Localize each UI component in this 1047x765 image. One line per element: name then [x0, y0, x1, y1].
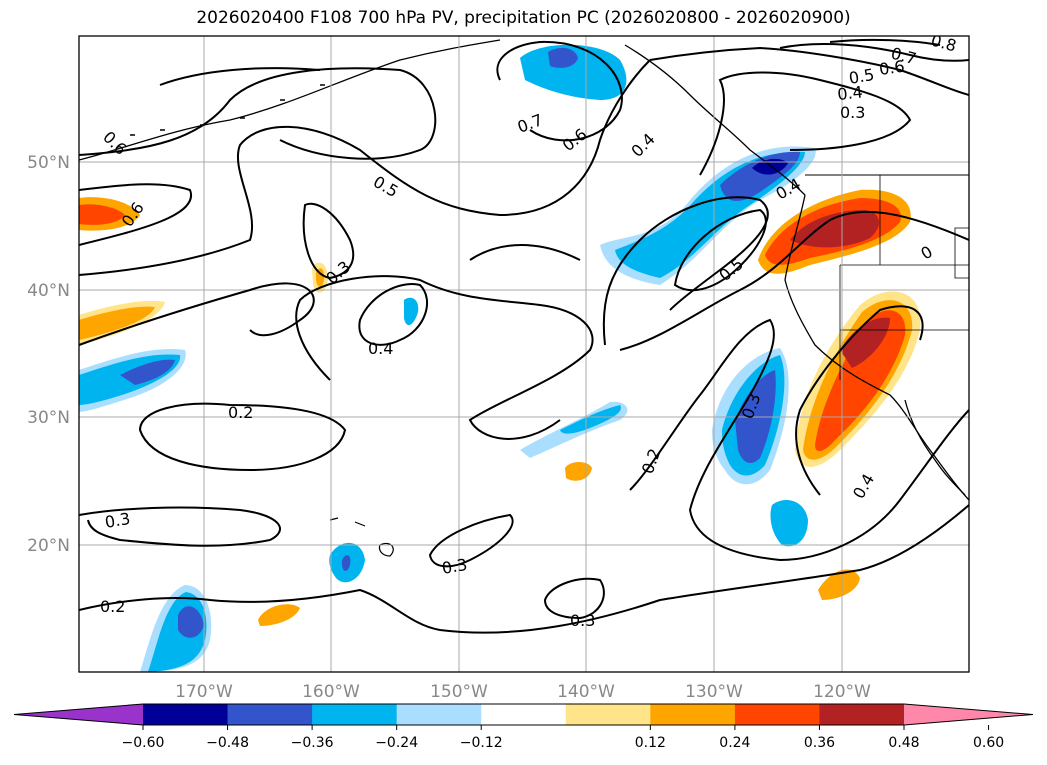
- pv-contour: [79, 282, 315, 346]
- pv-contour: [602, 196, 769, 346]
- north-america-west-coastline: [784, 194, 969, 501]
- colorbar-tick-label: 0.12: [635, 735, 666, 751]
- precip-negative-region: [404, 297, 419, 326]
- precip-positive-region: [815, 310, 906, 452]
- pv-contour: [159, 67, 321, 86]
- lat-label: 50°N: [27, 153, 70, 173]
- pv-contour: [829, 38, 941, 46]
- state-border: [954, 227, 969, 279]
- precip-shading: [79, 44, 921, 672]
- pv-contour: [79, 67, 437, 160]
- lon-label: 140°W: [557, 682, 615, 702]
- pv-contour: [79, 59, 651, 276]
- lat-label: 40°N: [27, 281, 70, 301]
- colorbar-tick-label: 0.24: [719, 735, 750, 751]
- contour-label: 0.5: [847, 65, 875, 88]
- lon-label: 160°W: [302, 682, 360, 702]
- pv-contour: [79, 506, 281, 547]
- lat-label: 20°N: [27, 536, 70, 556]
- colorbar-tick-label: −0.36: [291, 735, 334, 751]
- colorbar-tick-label: −0.12: [460, 735, 503, 751]
- lon-label: 150°W: [430, 682, 488, 702]
- pv-contour: [302, 202, 355, 280]
- precip-negative-region: [752, 158, 788, 175]
- pv-contour: [358, 283, 429, 346]
- colorbar-tick-label: 0.60: [973, 735, 1004, 751]
- precip-negative-region: [548, 47, 578, 68]
- colorbar-tick-label: −0.48: [206, 735, 249, 751]
- pv-contour: [496, 40, 623, 142]
- pv-contour: [673, 208, 767, 292]
- precip-positive-region: [79, 204, 125, 225]
- colorbar-extend-high: [904, 704, 1033, 725]
- lon-label: 170°W: [175, 682, 233, 702]
- pv-contour: [619, 210, 969, 351]
- lat-label: 30°N: [27, 408, 70, 428]
- colorbar-tick-label: 0.48: [888, 735, 919, 751]
- colorbar-segment: [565, 704, 651, 725]
- latitude-labels: 50°N 40°N 30°N 20°N: [27, 153, 70, 556]
- precip-negative-region: [560, 405, 621, 434]
- pv-contour: [428, 513, 514, 568]
- contour-label: 0.6: [878, 57, 906, 79]
- colorbar: −0.60 −0.48 −0.36 −0.24 −0.12 0.12 0.24 0.36 0.4…: [13, 703, 1034, 751]
- pv-contour: [295, 275, 594, 440]
- contour-label: 0.2: [228, 403, 253, 422]
- pv-contour: [779, 43, 969, 62]
- colorbar-segment: [734, 704, 820, 725]
- pv-contour: [699, 71, 912, 176]
- map-panel: 0.6 0.7 0.6 0.4 0.8 0.7 0.6 0.5 0.4 0.3 …: [78, 31, 970, 673]
- precip-positive-region: [790, 210, 880, 248]
- precip-positive-region: [818, 569, 860, 600]
- pv-contour: [138, 402, 347, 472]
- contour-label: 0.4: [836, 82, 863, 104]
- colorbar-segment: [396, 704, 482, 725]
- contour-label: 0.3: [103, 509, 131, 532]
- contour-label: 0.8: [929, 31, 959, 56]
- alaska-coastline: [79, 39, 501, 161]
- precip-negative-region: [341, 555, 351, 572]
- contour-label: 0.3: [570, 611, 595, 630]
- contour-label: 0.3: [840, 103, 865, 122]
- colorbar-segment: [650, 704, 736, 725]
- colorbar-tick-label: 0.36: [804, 735, 835, 751]
- colorbar-segment: [312, 704, 398, 725]
- colorbar-segment: [819, 704, 905, 725]
- lon-label: 120°W: [813, 682, 871, 702]
- precip-negative-region: [178, 606, 204, 638]
- colorbar-segment: [143, 704, 229, 725]
- map-title: 2026020400 F108 700 hPa PV, precipitatio…: [196, 8, 851, 28]
- pv-contour: [469, 244, 581, 261]
- contour-label: 0.2: [100, 597, 125, 616]
- contour-label: 0.3: [440, 555, 468, 578]
- precip-negative-region: [120, 359, 175, 385]
- precip-positive-region: [258, 604, 300, 626]
- alaska-panhandle-coastline: [624, 44, 806, 196]
- precip-positive-region: [565, 462, 592, 481]
- colorbar-extend-low: [14, 704, 143, 725]
- precip-negative-region: [770, 500, 808, 547]
- pv-contour: [795, 305, 924, 496]
- colorbar-segment: [481, 704, 567, 725]
- colorbar-tick-label: −0.24: [375, 735, 418, 751]
- longitude-labels: 170°W 160°W 150°W 140°W 130°W 120°W: [175, 682, 871, 702]
- pv-contours: [79, 38, 969, 634]
- precip-positive-region: [79, 306, 155, 340]
- pv-contour: [649, 46, 969, 96]
- contour-label: 0.4: [368, 339, 393, 358]
- pv-contour: [79, 504, 969, 634]
- lon-label: 130°W: [685, 682, 743, 702]
- colorbar-segment: [227, 704, 313, 725]
- pv-contour: [629, 318, 969, 562]
- colorbar-tick-label: −0.60: [122, 735, 165, 751]
- pv-contour: [543, 577, 605, 620]
- pv-contour: [79, 183, 193, 246]
